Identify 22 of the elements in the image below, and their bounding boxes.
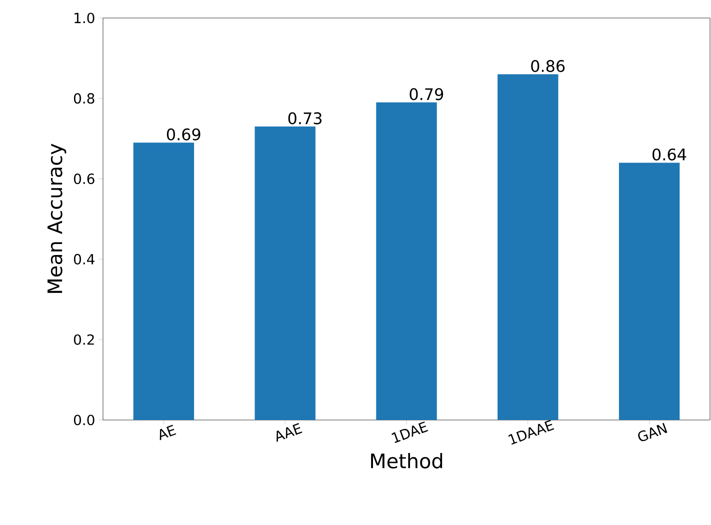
data-label: 0.69: [166, 128, 200, 140]
x-tick-label: GAN: [638, 422, 668, 442]
y-tick-label: 0.2: [74, 334, 94, 345]
y-axis-title: Mean Accuracy: [48, 144, 66, 293]
y-tick-label: 0.8: [74, 93, 94, 104]
data-label: 0.64: [652, 148, 686, 161]
y-tick-label: 0.0: [74, 414, 94, 426]
y-tick-label: 0.4: [74, 254, 94, 264]
x-tick-label: 1DAE: [392, 421, 428, 443]
bar: [618, 162, 680, 420]
bar: [254, 126, 316, 420]
bar: [376, 102, 437, 420]
bar: [498, 74, 558, 420]
bar: [133, 142, 194, 420]
data-label: 0.86: [531, 60, 565, 72]
data-label: 0.73: [288, 112, 322, 124]
data-label: 0.79: [410, 88, 444, 100]
x-axis-title: Method: [371, 453, 442, 468]
x-tick-label: AE: [160, 424, 176, 440]
y-tick-label: 0.6: [74, 174, 94, 184]
x-tick-label: AAE: [276, 423, 302, 442]
y-tick-label: 1.0: [74, 12, 94, 24]
